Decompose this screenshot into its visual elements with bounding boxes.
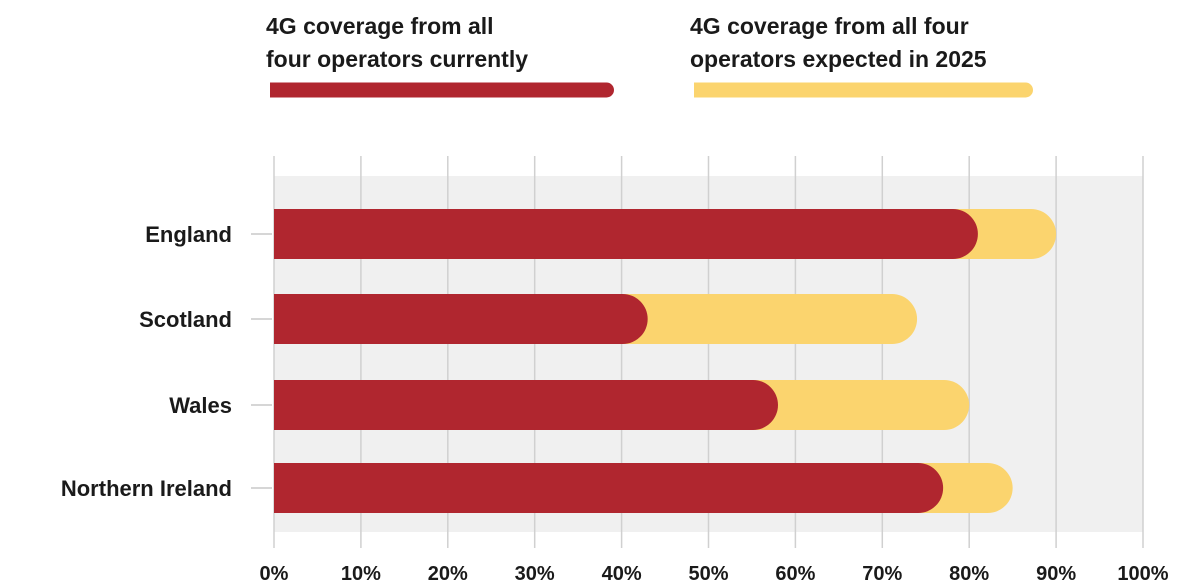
x-axis-ticks: 0% 10% 20% 30% 40% 50% 60% 70% 80% 90% 100%: [260, 563, 1169, 585]
legend-swatch: [270, 82, 614, 98]
x-tick-label: 30%: [515, 563, 555, 585]
legend-label-line: four operators currently: [266, 46, 528, 72]
legend-item-2: 4G coverage from all four operators expec…: [690, 13, 1033, 98]
bar-current: [274, 294, 648, 344]
x-tick-label: 70%: [862, 563, 902, 585]
legend: 4G coverage from all four operators curre…: [266, 13, 1033, 98]
legend-label-line: 4G coverage from all four: [690, 13, 969, 39]
x-tick-label: 40%: [602, 563, 642, 585]
bar-current: [274, 463, 944, 513]
x-tick-label: 80%: [949, 563, 989, 585]
legend-swatch: [694, 82, 1033, 98]
category-label: Scotland: [139, 307, 232, 332]
x-tick-label: 0%: [260, 563, 289, 585]
x-tick-label: 20%: [428, 563, 468, 585]
x-tick-label: 10%: [341, 563, 381, 585]
category-label: England: [145, 222, 232, 247]
legend-label-line: operators expected in 2025: [690, 46, 987, 72]
bar-current: [274, 380, 778, 430]
category-label: Wales: [169, 393, 232, 418]
legend-item-1: 4G coverage from all four operators curre…: [266, 13, 614, 98]
legend-label-line: 4G coverage from all: [266, 13, 494, 39]
x-tick-label: 100%: [1117, 563, 1168, 585]
x-tick-label: 60%: [775, 563, 815, 585]
bar-current: [274, 209, 978, 259]
x-tick-label: 90%: [1036, 563, 1076, 585]
category-labels: England Scotland Wales Northern Ireland: [61, 222, 272, 501]
bars: [274, 209, 1057, 513]
x-tick-label: 50%: [688, 563, 728, 585]
category-label: Northern Ireland: [61, 476, 232, 501]
